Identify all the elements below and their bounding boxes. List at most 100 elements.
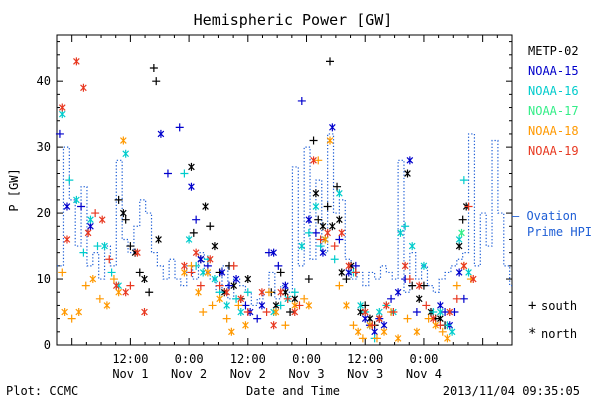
- data-point-south: [232, 294, 241, 303]
- data-point-north: [258, 288, 266, 297]
- data-point-north: [345, 261, 353, 270]
- data-point-south: [243, 308, 252, 317]
- data-point-north: [329, 222, 336, 231]
- data-point-south: [105, 255, 114, 264]
- series-noaa-19: [58, 57, 477, 330]
- data-point-north: [444, 334, 451, 343]
- data-point-north: [141, 308, 148, 317]
- data-point-north: [401, 261, 409, 270]
- data-point-south: [326, 57, 334, 66]
- data-point-north: [305, 215, 313, 224]
- data-point-south: [225, 281, 234, 290]
- legend-entry: NOAA-17: [528, 104, 579, 118]
- data-point-south: [333, 182, 342, 191]
- data-point-north: [211, 242, 219, 251]
- x-tick-label: 0:00: [409, 352, 438, 366]
- data-point-north: [155, 235, 162, 244]
- data-point-north: [185, 235, 193, 244]
- data-point-south: [253, 314, 262, 323]
- data-point-north: [319, 248, 327, 257]
- data-point-south: [243, 288, 252, 297]
- data-point-south: [114, 195, 123, 204]
- legend-entry: NOAA-15: [528, 64, 579, 78]
- data-point-north: [446, 308, 454, 317]
- data-point-south: [276, 301, 285, 310]
- data-point-north: [112, 281, 120, 290]
- data-point-south: [58, 268, 67, 277]
- data-point-south: [372, 334, 381, 343]
- data-point-south: [422, 301, 431, 310]
- y-tick-label: 0: [44, 338, 51, 352]
- x-tick-label: Nov 3: [347, 367, 383, 381]
- data-point-north: [383, 301, 390, 310]
- data-point-north: [310, 156, 317, 165]
- data-point-south: [450, 308, 459, 317]
- series-legend: METP-02 NOAA-15 NOAA-16 NOAA-17 NOAA-18 NOAA-…: [512, 44, 592, 239]
- data-point-south: [368, 321, 377, 330]
- data-point-south: [264, 288, 273, 297]
- data-point-north: [336, 189, 343, 198]
- data-point-south: [206, 222, 215, 231]
- data-point-north: [272, 308, 280, 317]
- data-point-south: [412, 308, 421, 317]
- data-point-north: [354, 327, 362, 336]
- plot-frame: [56, 34, 513, 346]
- legend-entry: NOAA-18: [528, 124, 579, 138]
- data-point-south: [286, 308, 295, 317]
- data-point-south: [145, 288, 154, 297]
- data-point-north: [458, 228, 465, 237]
- data-point-north: [63, 202, 71, 211]
- data-point-north: [80, 83, 87, 92]
- data-point-north: [432, 321, 440, 330]
- marker-label: south: [541, 299, 577, 313]
- x-tick-label: 0:00: [292, 352, 321, 366]
- data-point-south: [358, 334, 367, 343]
- data-point-north: [404, 169, 411, 178]
- data-point-south: [311, 228, 320, 237]
- data-point-north: [319, 222, 327, 231]
- data-point-north: [101, 242, 108, 251]
- data-point-south: [458, 215, 467, 224]
- data-point-north: [122, 149, 130, 158]
- data-point-south: [91, 209, 100, 218]
- data-point-north: [413, 327, 421, 336]
- data-point-north: [157, 129, 165, 138]
- data-point-south: [335, 281, 344, 290]
- data-point-south: [387, 294, 396, 303]
- data-point-north: [115, 288, 122, 297]
- data-point-south: [297, 96, 306, 105]
- legend-entry: NOAA-19: [528, 144, 579, 158]
- data-point-south: [241, 301, 250, 310]
- data-point-north: [326, 136, 334, 145]
- data-point-north: [188, 162, 195, 171]
- data-point-north: [291, 308, 299, 317]
- data-point-north: [103, 301, 111, 310]
- data-point-north: [270, 321, 277, 330]
- data-point-south: [152, 77, 161, 86]
- ovation-hpi-line: [57, 133, 512, 307]
- data-point-north: [394, 334, 402, 343]
- data-point-north: [270, 248, 277, 257]
- data-point-north: [141, 275, 148, 284]
- data-point-south: [401, 222, 410, 231]
- legend-hpi-line1: — Ovation: [512, 209, 577, 223]
- marker-label: north: [541, 327, 577, 341]
- data-point-south: [121, 215, 130, 224]
- footer-source: Plot: CCMC: [6, 384, 78, 398]
- data-point-south: [107, 268, 116, 277]
- marker-symbol: *: [528, 326, 536, 342]
- data-point-north: [469, 275, 477, 284]
- data-point-south: [389, 308, 398, 317]
- data-point-north: [192, 248, 200, 257]
- data-point-south: [330, 255, 339, 264]
- data-point-north: [312, 202, 320, 211]
- x-tick-label: Nov 4: [406, 367, 442, 381]
- data-point-south: [274, 261, 283, 270]
- data-point-north: [120, 136, 127, 145]
- data-point-north: [197, 255, 205, 264]
- data-point-north: [298, 242, 306, 251]
- data-point-north: [361, 308, 369, 317]
- data-point-south: [295, 301, 304, 310]
- x-tick-label: 0:00: [175, 352, 204, 366]
